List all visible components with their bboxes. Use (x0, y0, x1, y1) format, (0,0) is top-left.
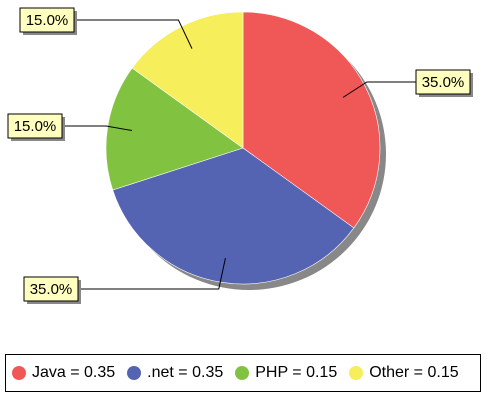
leader-line-other (74, 19, 193, 49)
svg-text:35.0%: 35.0% (422, 74, 465, 91)
slice-label-php: 15.0% (7, 113, 65, 141)
leader-line-net (78, 258, 226, 290)
slice-label-net: 35.0% (23, 276, 81, 304)
svg-text:15.0%: 15.0% (14, 118, 57, 135)
legend-item-java: Java = 0.35 (12, 364, 115, 382)
legend-swatch-other (349, 366, 364, 380)
legend-item-other: Other = 0.15 (349, 364, 459, 382)
pie-slice-java (242, 11, 381, 229)
legend-item-net: .net = 0.35 (127, 364, 223, 382)
legend-label-other: Other = 0.15 (369, 364, 459, 381)
slice-label-java: 35.0% (415, 69, 473, 97)
legend-label-php: PHP = 0.15 (255, 364, 338, 381)
svg-text:15.0%: 15.0% (26, 12, 69, 29)
legend-swatch-net (127, 366, 142, 380)
legend-swatch-java (12, 366, 26, 380)
svg-text:35.0%: 35.0% (30, 281, 73, 298)
legend-label-net: .net = 0.35 (147, 364, 224, 381)
leader-line-php (62, 125, 133, 132)
leader-line-java (342, 81, 416, 98)
legend-item-php: PHP = 0.15 (235, 364, 337, 382)
pie-chart: 35.0% 35.0% 15.0% 15.0% (7, 7, 473, 304)
pie-slice-net (112, 147, 355, 285)
legend-label-java: Java = 0.35 (32, 364, 116, 381)
legend-swatch-php (235, 366, 250, 380)
legend: Java = 0.35 .net = 0.35 PHP = 0.15 Other… (5, 354, 481, 392)
slice-label-other: 15.0% (19, 7, 77, 35)
pie-slice-other (131, 11, 244, 149)
